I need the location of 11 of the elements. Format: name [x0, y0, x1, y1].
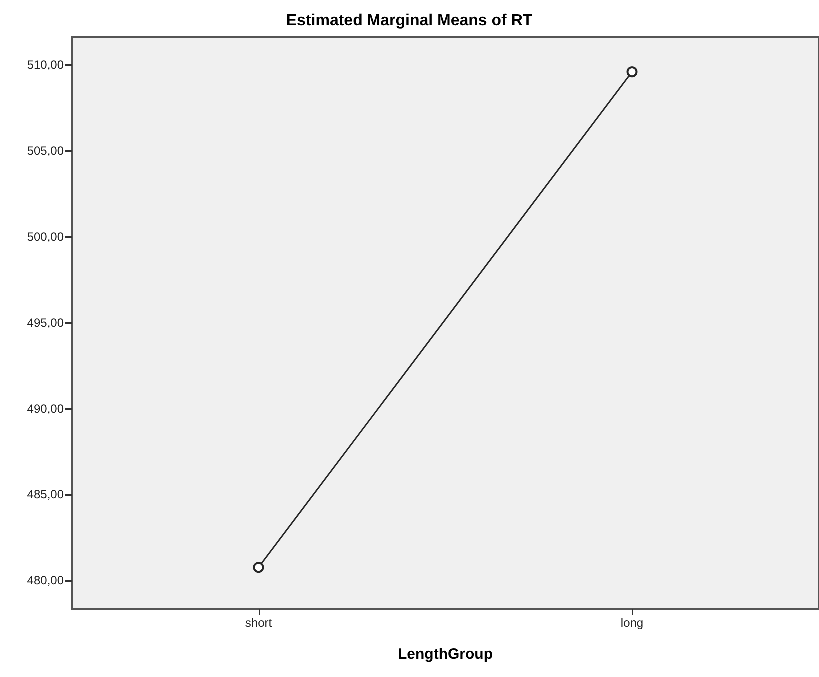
y-tick-label: 495,00	[27, 316, 64, 330]
y-tick-label: 490,00	[27, 402, 64, 416]
y-tick-label: 480,00	[27, 574, 64, 588]
y-tick-label: 500,00	[27, 230, 64, 244]
chart-title: Estimated Marginal Means of RT	[286, 12, 533, 30]
y-tick-label: 485,00	[27, 488, 64, 502]
x-tick-label: short	[245, 616, 273, 630]
y-tick-label: 505,00	[27, 144, 64, 158]
y-tick-label: 510,00	[27, 58, 64, 72]
x-axis-title: LengthGroup	[398, 646, 493, 663]
x-tick-label: long	[620, 616, 644, 630]
